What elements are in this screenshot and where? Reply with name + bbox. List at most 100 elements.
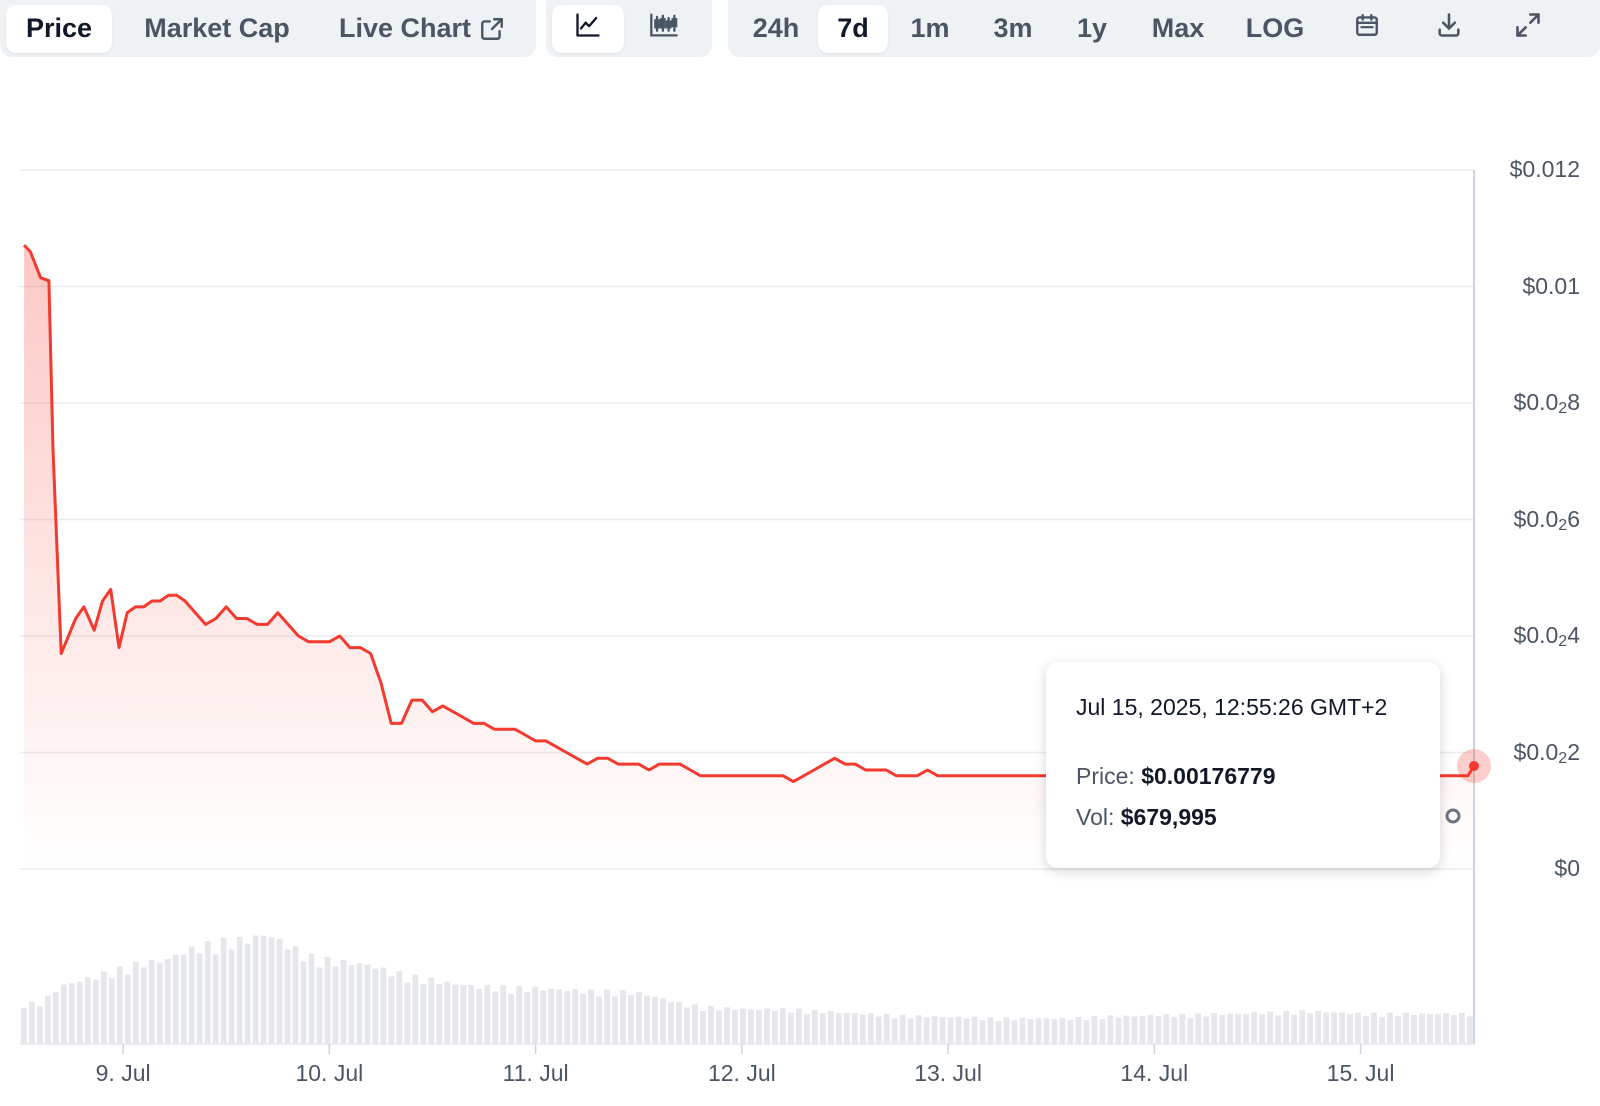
volume-bar xyxy=(260,935,267,1044)
volume-bar xyxy=(156,962,163,1044)
log-scale-label: LOG xyxy=(1245,13,1305,43)
volume-bar xyxy=(76,981,83,1044)
volume-bar xyxy=(476,988,483,1044)
volume-bar xyxy=(1059,1017,1066,1044)
range-24h-label: 24h xyxy=(752,13,800,43)
volume-bar xyxy=(572,989,579,1044)
volume-bar xyxy=(204,941,211,1044)
volume-bar xyxy=(700,1011,706,1044)
volume-bar xyxy=(1243,1013,1250,1044)
volume-bar xyxy=(931,1016,938,1044)
volume-bar xyxy=(819,1013,826,1044)
volume-bar xyxy=(1451,1015,1457,1044)
y-tick-label: $0.022 xyxy=(1513,738,1580,767)
volume-bar xyxy=(508,994,515,1044)
y-tick-label: $0.026 xyxy=(1513,505,1580,534)
volume-bar xyxy=(1131,1016,1138,1044)
tooltip-timestamp: Jul 15, 2025, 12:55:26 GMT+2 xyxy=(1076,694,1388,720)
log-scale-button[interactable]: LOG xyxy=(1226,5,1324,53)
chart-mode-tabs: Price Market Cap Live Chart xyxy=(0,0,536,57)
volume-bar xyxy=(1387,1012,1393,1044)
volume-bar xyxy=(795,1008,802,1044)
volume-bar xyxy=(212,954,219,1044)
range-max-button[interactable]: Max xyxy=(1130,5,1226,53)
volume-bar xyxy=(516,986,523,1044)
volume-bar xyxy=(596,996,602,1044)
x-tick-label: 14. Jul xyxy=(1120,1060,1189,1086)
range-1y-button[interactable]: 1y xyxy=(1054,5,1130,53)
volume-bar xyxy=(636,991,642,1044)
volume-bar xyxy=(580,993,587,1044)
tab-market-cap-label: Market Cap xyxy=(144,13,290,43)
volume-bar xyxy=(1267,1011,1274,1044)
line-chart-button[interactable] xyxy=(552,4,624,53)
tab-price[interactable]: Price xyxy=(6,4,112,53)
volume-bar xyxy=(1403,1012,1409,1044)
tooltip-vol-value: $679,995 xyxy=(1120,804,1217,830)
volume-bar xyxy=(915,1015,922,1044)
tab-market-cap[interactable]: Market Cap xyxy=(112,5,322,53)
volume-bar xyxy=(891,1018,898,1044)
tooltip-vol-label: Vol: xyxy=(1076,804,1115,830)
volume-bar xyxy=(1155,1016,1162,1044)
volume-bar xyxy=(1355,1012,1361,1044)
y-tick-label: $0.028 xyxy=(1513,389,1580,417)
volume-bar xyxy=(396,971,403,1044)
price-line xyxy=(23,244,1476,784)
volume-bar xyxy=(835,1013,842,1044)
download-button[interactable] xyxy=(1410,5,1488,53)
volume-bar xyxy=(987,1017,994,1044)
fullscreen-button[interactable] xyxy=(1488,5,1568,53)
volume-bar xyxy=(308,953,315,1044)
volume-bar xyxy=(851,1013,858,1044)
volume-bar xyxy=(1179,1013,1186,1044)
volume-bar xyxy=(1211,1013,1218,1044)
range-24h-button[interactable]: 24h xyxy=(734,5,818,53)
calendar-button[interactable] xyxy=(1324,5,1410,53)
volume-bar xyxy=(324,956,331,1044)
volume-bar xyxy=(388,976,395,1044)
range-toolbar: 24h 7d 1m 3m 1y Max LOG xyxy=(728,0,1600,57)
volume-bar xyxy=(588,989,595,1044)
volume-bar xyxy=(292,946,299,1044)
candlestick-chart-button[interactable] xyxy=(624,5,704,53)
hover-tooltip: Jul 15, 2025, 12:55:26 GMT+2 Price: $0.0… xyxy=(1046,662,1440,868)
volume-bar xyxy=(132,961,139,1044)
volume-bar xyxy=(36,1006,43,1044)
volume-bar xyxy=(364,964,371,1044)
volume-bar xyxy=(1003,1017,1010,1044)
volume-bar xyxy=(100,971,107,1044)
volume-bar xyxy=(1339,1012,1345,1044)
volume-bar xyxy=(1035,1018,1042,1044)
volume-bar xyxy=(620,990,626,1044)
volume-bar xyxy=(1291,1014,1298,1044)
tab-live-chart[interactable]: Live Chart xyxy=(322,5,522,53)
range-3m-label: 3m xyxy=(993,13,1033,43)
volume-bar xyxy=(412,974,419,1044)
volume-bar xyxy=(724,1007,730,1044)
volume-bar xyxy=(428,977,435,1044)
range-max-label: Max xyxy=(1151,13,1205,43)
volume-bar xyxy=(348,965,355,1044)
volume-bar xyxy=(811,1009,818,1044)
volume-bar xyxy=(971,1016,978,1044)
volume-bar xyxy=(1363,1015,1369,1044)
volume-bar xyxy=(740,1008,746,1044)
volume-bar xyxy=(843,1012,850,1044)
volume-bar xyxy=(1011,1020,1018,1044)
volume-bar xyxy=(252,935,259,1044)
y-tick-label: $0 xyxy=(1554,855,1580,881)
fullscreen-icon xyxy=(1514,11,1542,46)
volume-bar xyxy=(52,992,59,1044)
volume-bar xyxy=(116,966,123,1044)
volume-bar xyxy=(1443,1013,1449,1044)
volume-bar xyxy=(268,937,275,1044)
range-1m-button[interactable]: 1m xyxy=(888,5,972,53)
calendar-icon xyxy=(1354,12,1380,45)
volume-bar xyxy=(44,995,51,1044)
range-3m-button[interactable]: 3m xyxy=(972,5,1054,53)
volume-bar xyxy=(1187,1018,1194,1044)
volume-bar xyxy=(1459,1012,1465,1044)
range-7d-button[interactable]: 7d xyxy=(818,4,888,53)
